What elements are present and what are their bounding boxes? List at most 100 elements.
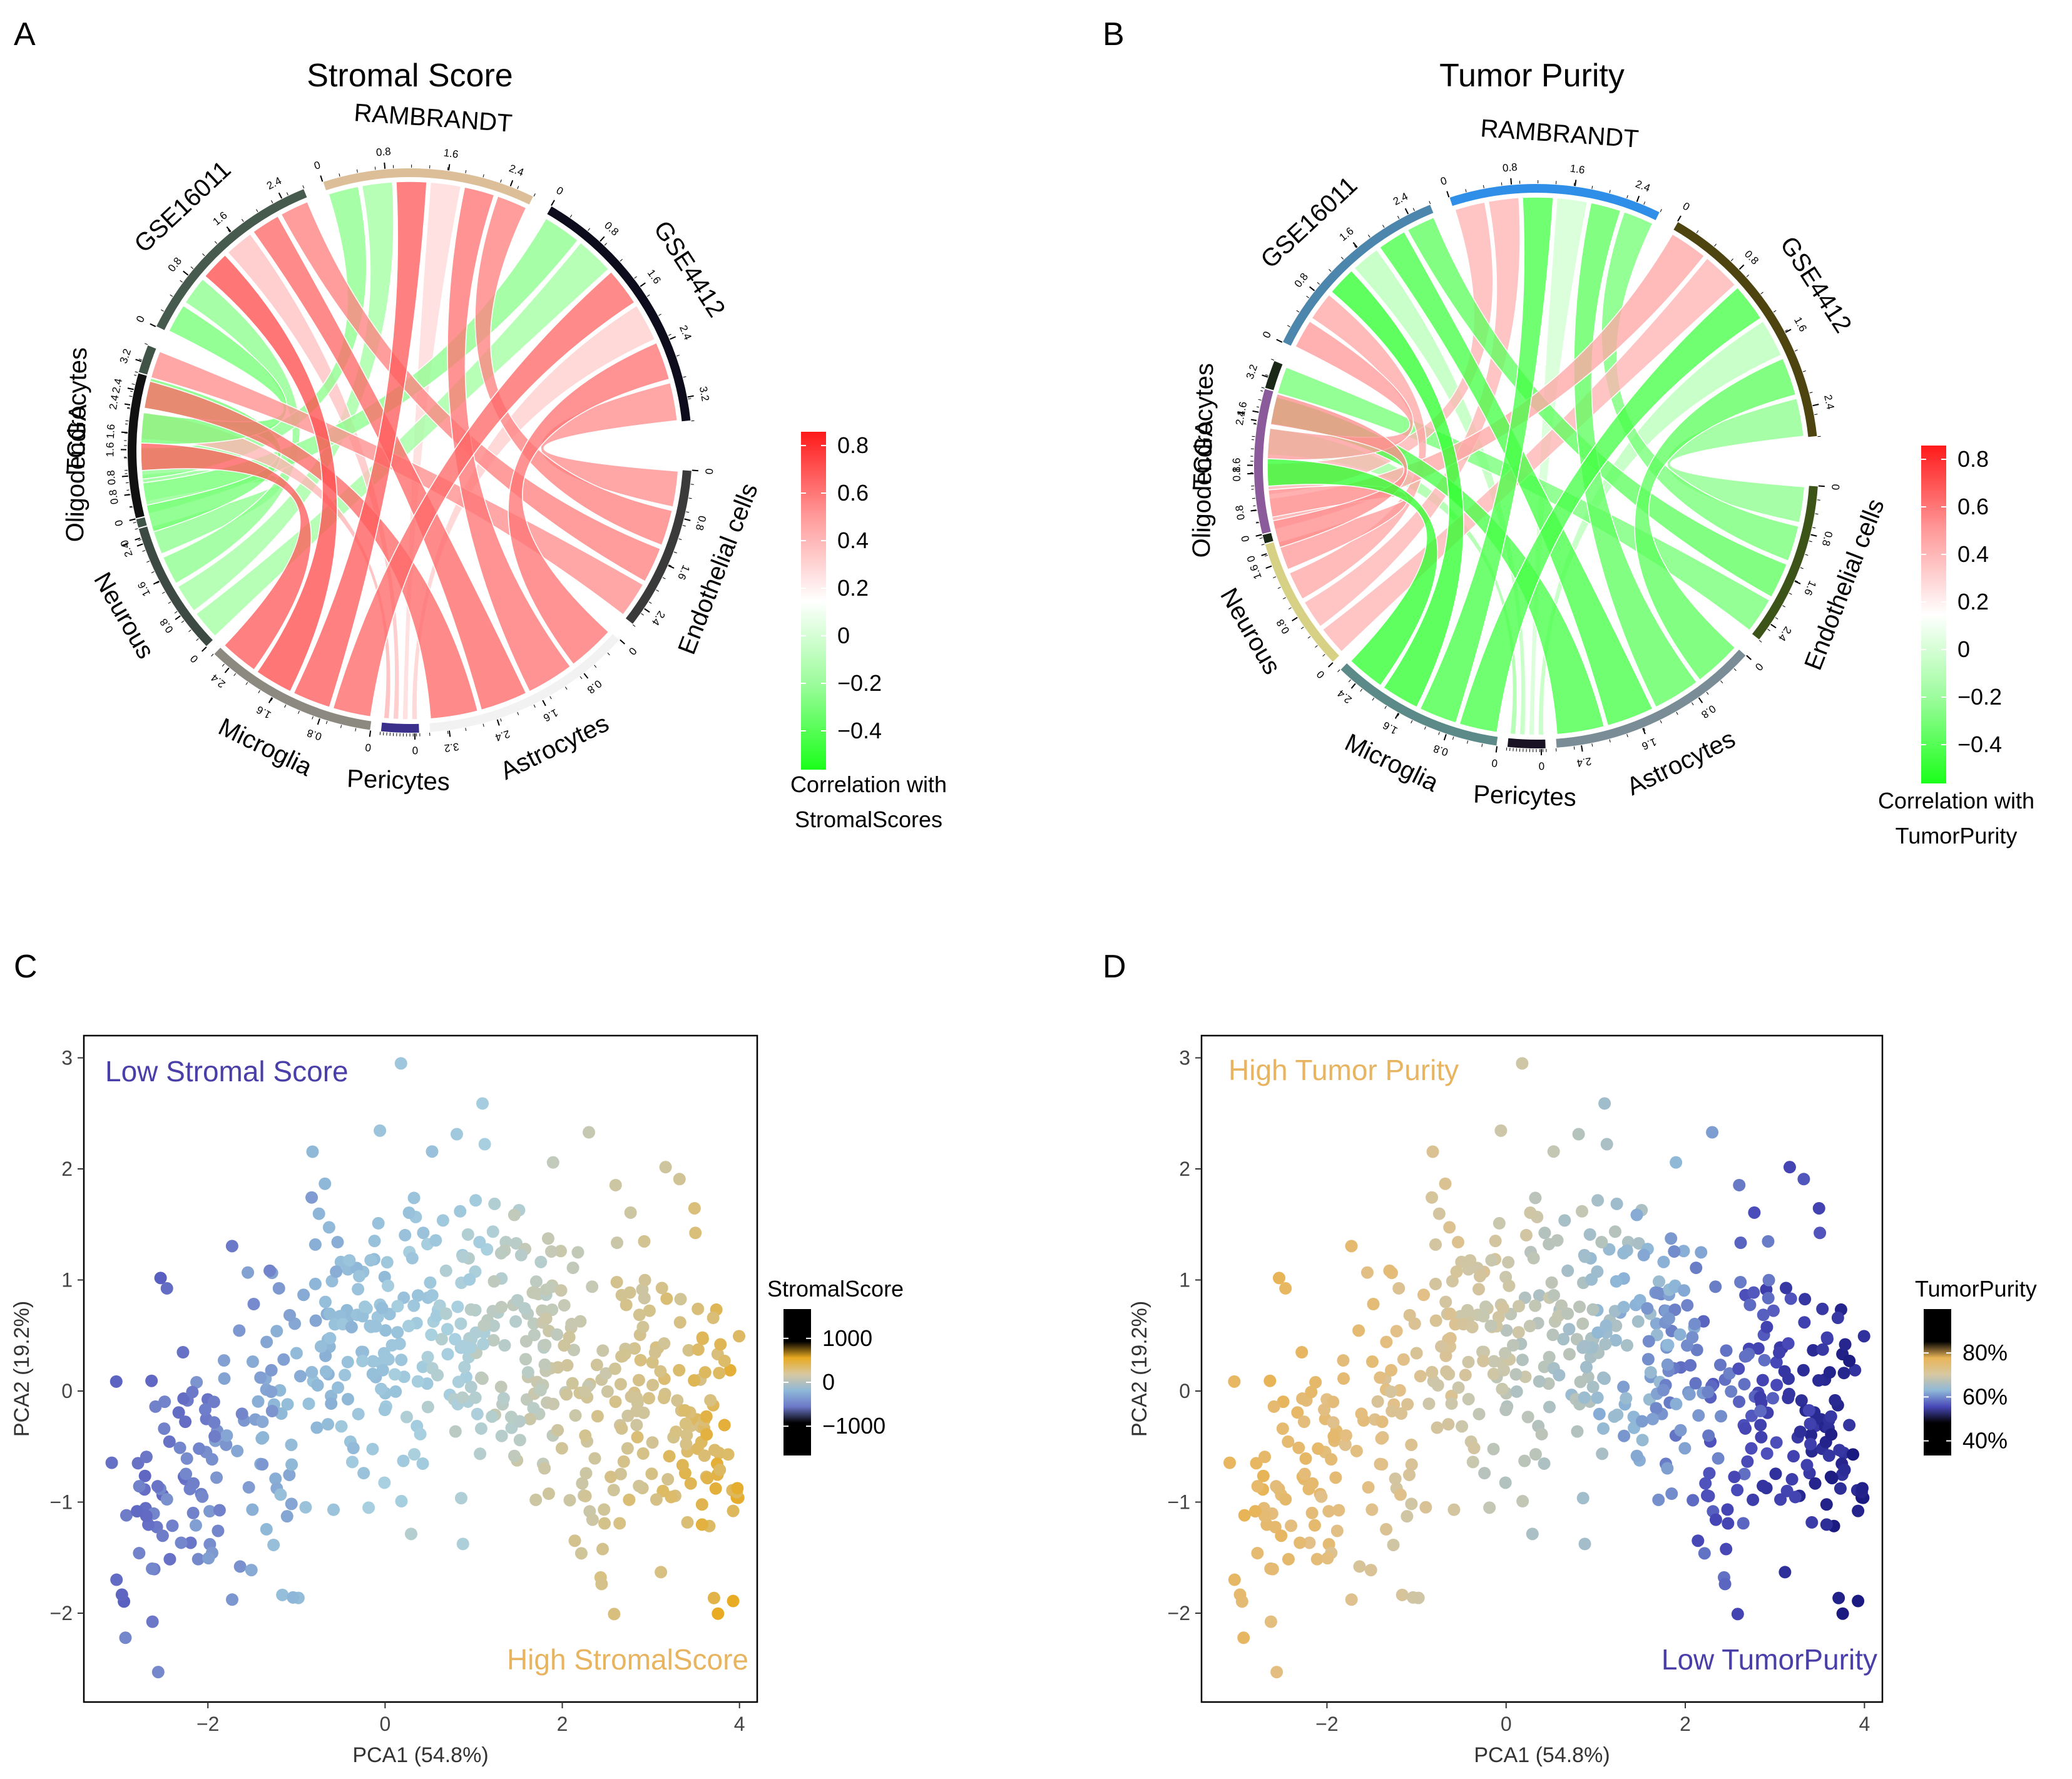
sector-minor-tick xyxy=(245,681,248,685)
data-point xyxy=(696,1331,709,1344)
data-point xyxy=(441,1348,454,1361)
data-point xyxy=(305,1365,319,1379)
sector-minor-tick xyxy=(1660,209,1662,212)
data-point xyxy=(1414,1370,1427,1383)
data-point xyxy=(566,1262,579,1275)
data-point xyxy=(379,1324,392,1337)
data-point xyxy=(1279,1493,1292,1506)
data-point xyxy=(1443,1221,1456,1234)
sector-minor-tick xyxy=(1397,713,1400,716)
data-point xyxy=(621,1442,634,1455)
sector-minor-tick xyxy=(1817,436,1821,437)
data-point xyxy=(212,1524,225,1537)
sector-minor-tick xyxy=(634,276,637,279)
data-point xyxy=(1773,1346,1786,1359)
sector-tick xyxy=(600,236,605,242)
sector-minor-tick xyxy=(1273,576,1277,579)
data-point xyxy=(367,1355,380,1368)
data-point xyxy=(1312,1442,1325,1455)
data-point xyxy=(673,1364,686,1377)
sector-minor-tick xyxy=(1447,194,1449,198)
sector-minor-tick xyxy=(339,173,340,177)
sector-tick-label: 1.6 xyxy=(1381,719,1400,737)
sector-minor-tick xyxy=(1758,640,1762,643)
data-point xyxy=(671,1394,684,1407)
data-point xyxy=(1825,1472,1839,1485)
data-point xyxy=(1747,1493,1760,1506)
y-tick-label: −1 xyxy=(50,1491,73,1514)
data-point xyxy=(233,1324,246,1337)
sector-minor-tick xyxy=(211,653,214,657)
data-point xyxy=(1390,1325,1403,1338)
data-point xyxy=(1472,1283,1485,1296)
sector-tick-label: 1.6 xyxy=(210,209,229,228)
scatter-plot-d: −2 0 2 4 −2 −1 0 1 2 3 PCA1 (54.8%) PCA2 (19.2%) xyxy=(1128,1034,1884,1767)
sector-minor-tick xyxy=(325,721,328,725)
data-point xyxy=(1315,1490,1328,1503)
data-point xyxy=(274,1488,287,1501)
data-point xyxy=(411,1289,424,1302)
data-point xyxy=(1747,1286,1760,1299)
data-point xyxy=(1641,1302,1654,1315)
data-point xyxy=(1529,1448,1542,1461)
data-point xyxy=(145,1374,158,1387)
sector-minor-tick xyxy=(668,334,671,336)
data-point xyxy=(1699,1477,1712,1490)
data-point xyxy=(1447,1503,1461,1516)
data-point xyxy=(614,1378,627,1391)
data-point xyxy=(1636,1434,1649,1447)
data-point xyxy=(1585,1273,1598,1286)
sector-tick-label: 0.8 xyxy=(107,489,121,505)
sector-tick-label: 2.4 xyxy=(107,394,121,410)
sector-minor-tick xyxy=(668,564,672,567)
legend-b: 0.8 0.6 0.4 0.2 0 −0.2 −0.4 xyxy=(1921,446,2002,783)
sector-minor-tick xyxy=(1300,626,1304,630)
data-point xyxy=(689,1226,702,1240)
data-point xyxy=(1563,1323,1576,1336)
sector-tick xyxy=(1636,195,1640,202)
data-point xyxy=(1812,1201,1825,1215)
sector-label-neurous: Neurous xyxy=(88,568,160,663)
sector-block-microglia xyxy=(212,646,373,731)
data-point xyxy=(1600,1319,1613,1332)
data-point xyxy=(474,1422,487,1435)
sector-tick-label: 0 xyxy=(1681,200,1692,213)
data-point xyxy=(596,1542,609,1556)
data-point xyxy=(225,1593,238,1606)
sector-tick-label: 0 xyxy=(1239,534,1252,543)
sector-minor-tick xyxy=(1805,554,1809,556)
data-point xyxy=(285,1438,298,1451)
data-point xyxy=(1295,1345,1309,1358)
sector-label-pericytes: Pericytes xyxy=(347,765,451,796)
data-point xyxy=(713,1367,726,1380)
sector-minor-tick xyxy=(673,551,677,554)
colorbar-tick-label: −0.2 xyxy=(1957,684,2002,710)
data-point xyxy=(1429,1277,1442,1290)
sector-minor-tick xyxy=(1746,274,1749,277)
data-point xyxy=(163,1435,176,1448)
chord-link xyxy=(252,215,527,711)
sector-tick xyxy=(317,718,320,725)
x-tick-label: 0 xyxy=(1501,1713,1512,1735)
data-point xyxy=(1780,1282,1793,1295)
sector-tick-label: 0 xyxy=(1829,484,1842,491)
data-point xyxy=(1392,1282,1406,1295)
data-point xyxy=(456,1340,469,1353)
data-point xyxy=(281,1398,294,1411)
data-point xyxy=(684,1477,697,1490)
data-point xyxy=(149,1400,162,1413)
data-point xyxy=(196,1490,209,1503)
data-point xyxy=(624,1206,637,1219)
data-point xyxy=(436,1214,449,1227)
sector-label-astrocytes: Astrocytes xyxy=(1623,725,1740,800)
data-point xyxy=(586,1513,599,1526)
data-point xyxy=(1499,1476,1512,1489)
sector-minor-tick xyxy=(1268,566,1272,568)
data-point xyxy=(231,1444,244,1457)
data-point xyxy=(246,1355,259,1369)
data-point xyxy=(1799,1293,1812,1306)
sector-minor-tick xyxy=(1501,182,1503,186)
data-point xyxy=(1362,1481,1375,1494)
data-point xyxy=(1547,1145,1560,1158)
data-point xyxy=(1678,1284,1691,1297)
